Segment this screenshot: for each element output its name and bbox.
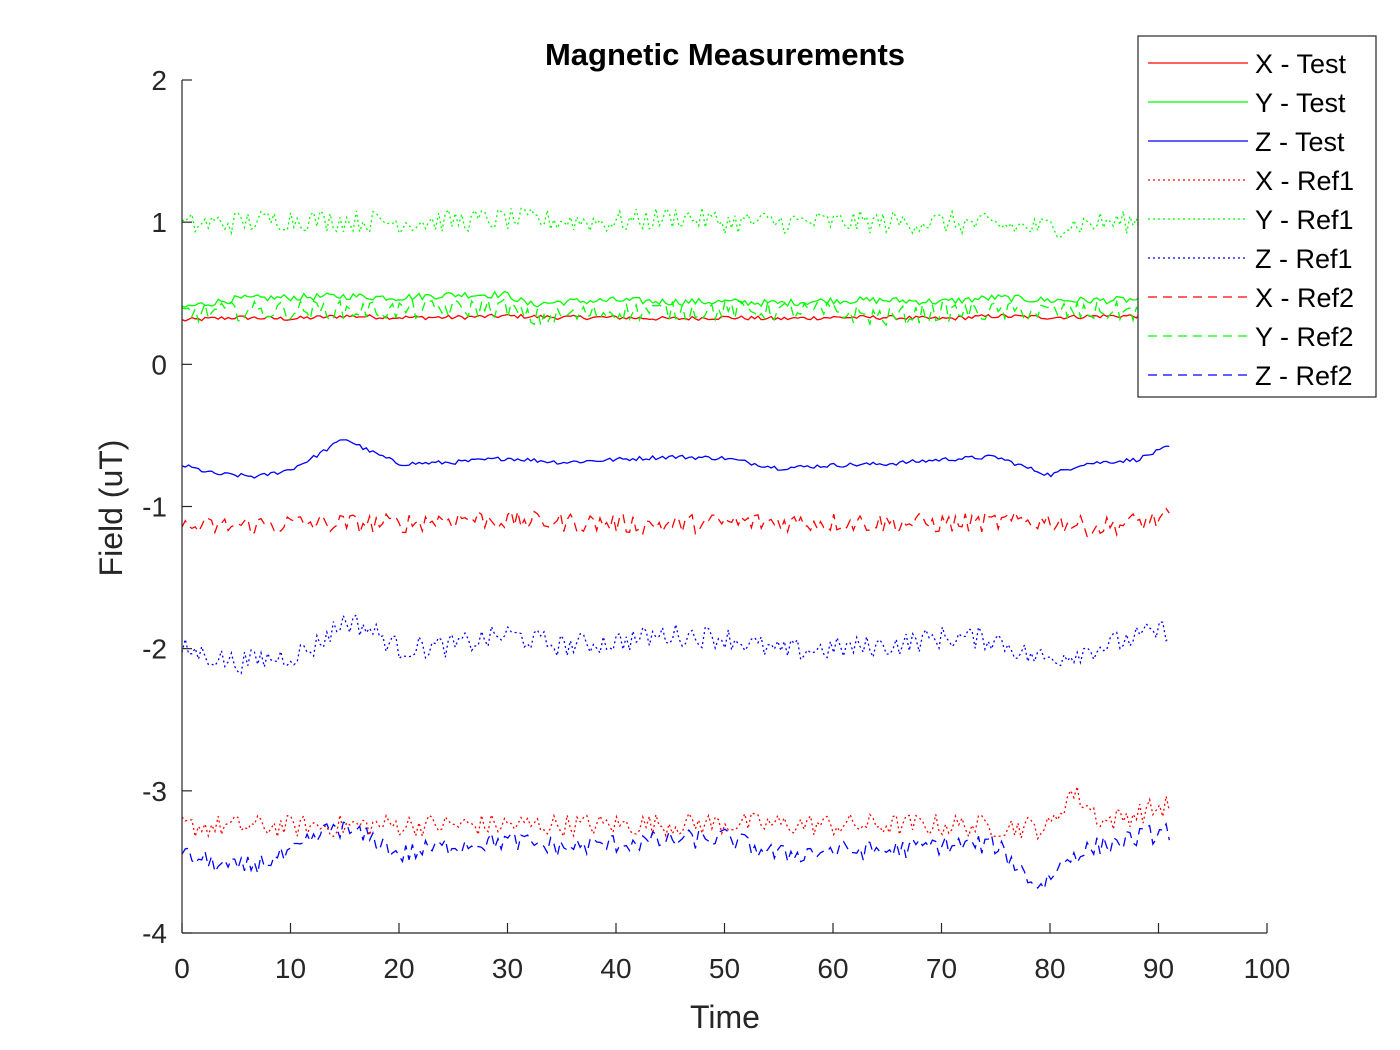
y-axis-label: Field (uT) <box>93 440 129 577</box>
series-line-y-ref1 <box>181 207 1170 239</box>
legend-label: X - Ref1 <box>1255 166 1354 196</box>
x-tick-label: 40 <box>600 953 631 984</box>
y-tick-label: -4 <box>142 918 167 949</box>
series-line-y-ref2 <box>181 297 1170 328</box>
y-tick-label: -1 <box>142 492 167 523</box>
x-tick-label: 60 <box>817 953 848 984</box>
x-tick-label: 50 <box>709 953 740 984</box>
y-tick-label: -2 <box>142 634 167 665</box>
x-tick-label: 10 <box>275 953 306 984</box>
x-tick-label: 70 <box>926 953 957 984</box>
legend-label: Y - Ref2 <box>1255 322 1354 352</box>
x-axis-label: Time <box>690 999 760 1035</box>
x-tick-label: 30 <box>492 953 523 984</box>
legend-label: Z - Ref2 <box>1255 361 1353 391</box>
legend-label: Y - Ref1 <box>1255 205 1354 235</box>
x-tick-label: 0 <box>174 953 190 984</box>
series-line-z-ref1 <box>181 613 1170 675</box>
y-tick-label: 1 <box>151 207 167 238</box>
x-tick-label: 80 <box>1034 953 1065 984</box>
series-line-z-test <box>181 439 1170 479</box>
legend-label: Z - Ref1 <box>1255 244 1353 274</box>
legend-label: Z - Test <box>1255 127 1345 157</box>
series-layer <box>181 207 1170 891</box>
legend-label: X - Test <box>1255 49 1347 79</box>
legend-label: Y - Test <box>1255 88 1346 118</box>
x-tick-label: 90 <box>1143 953 1174 984</box>
axes-layer: 0 10 20 30 40 50 60 70 80 90 100 -4 -3 -2 -1 0 1 2 <box>142 65 1290 984</box>
legend-box <box>1137 35 1377 398</box>
legend-label: X - Ref2 <box>1255 283 1354 313</box>
series-line-x-ref1 <box>181 786 1170 841</box>
x-tick-label: 20 <box>383 953 414 984</box>
legend: X - Test Y - Test Z - Test X - Ref1 Y - Ref1… <box>1137 35 1377 398</box>
series-line-y-test <box>181 290 1170 308</box>
y-tick-label: -3 <box>142 776 167 807</box>
y-tick-label: 2 <box>151 65 167 96</box>
series-line-x-ref2 <box>181 507 1170 538</box>
y-tick-label: 0 <box>151 349 167 380</box>
x-tick-label: 100 <box>1244 953 1291 984</box>
chart-title: Magnetic Measurements <box>545 37 905 72</box>
